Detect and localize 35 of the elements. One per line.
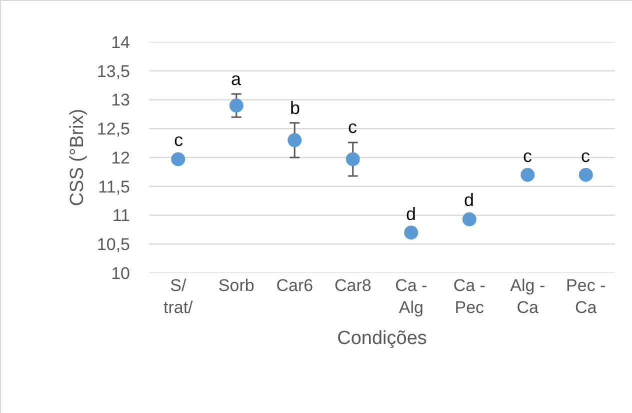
point: [229, 98, 244, 113]
y-tick-label: 12: [111, 148, 130, 168]
y-axis-title: CSS (°Brix): [66, 108, 88, 206]
y-tick-label: 13,5: [96, 62, 130, 81]
x-tick-label: Car6: [276, 276, 314, 295]
x-tick-label: Car8: [334, 276, 372, 295]
annotation: b: [290, 98, 300, 118]
annotation: c: [174, 130, 183, 150]
x-tick-label: Ca - Pec: [453, 276, 486, 318]
x-tick-label: Alg - Ca: [510, 276, 546, 318]
point: [404, 226, 418, 240]
annotation: d: [464, 190, 474, 210]
x-axis-title: Condições: [337, 328, 427, 349]
point: [288, 133, 302, 148]
point: [578, 168, 593, 182]
y-tick-label: 12,5: [96, 120, 130, 139]
point: [171, 152, 186, 166]
y-tick-label: 14: [111, 32, 130, 52]
y-tick-label: 10: [111, 264, 130, 283]
y-tick-label: 11: [112, 206, 130, 226]
annotation: c: [348, 117, 357, 137]
point: [520, 168, 535, 182]
point: [346, 152, 360, 166]
y-tick-label: 13: [111, 90, 130, 110]
y-tick-label: 10,5: [96, 235, 130, 254]
annotation: d: [406, 204, 416, 224]
x-tick-label: Pec - Ca: [566, 276, 606, 318]
point: [462, 212, 476, 226]
annotation: a: [231, 69, 242, 89]
annotation: c: [523, 146, 532, 166]
x-tick-label: Ca - Alg: [395, 276, 428, 318]
x-tick-label: Sorb: [218, 276, 254, 295]
y-tick-label: 11,5: [98, 177, 130, 196]
x-tick-label: S/ trat/: [163, 276, 194, 318]
annotation: c: [581, 146, 590, 166]
